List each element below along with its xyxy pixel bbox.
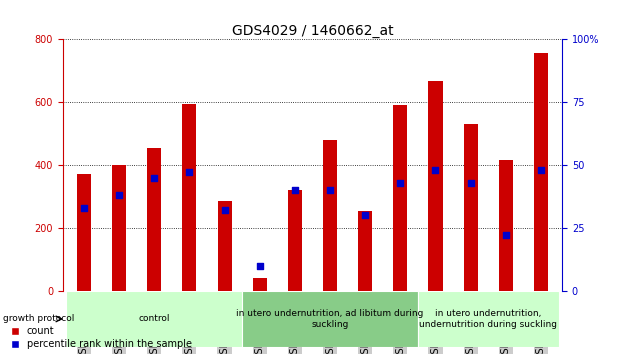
Bar xyxy=(499,160,513,291)
Point xyxy=(114,192,124,198)
Point xyxy=(465,180,475,185)
Bar xyxy=(428,81,443,291)
Text: control: control xyxy=(138,314,170,324)
Point xyxy=(185,170,195,175)
Bar xyxy=(252,278,267,291)
Bar xyxy=(358,211,372,291)
Bar xyxy=(393,105,408,291)
Text: in utero undernutrition,
undernutrition during suckling: in utero undernutrition, undernutrition … xyxy=(420,309,557,329)
FancyBboxPatch shape xyxy=(67,291,242,347)
Bar xyxy=(112,165,126,291)
FancyBboxPatch shape xyxy=(418,291,558,347)
Point xyxy=(430,167,440,173)
FancyBboxPatch shape xyxy=(242,291,418,347)
Bar xyxy=(288,190,302,291)
Point xyxy=(325,187,335,193)
Point xyxy=(255,263,265,269)
Title: GDS4029 / 1460662_at: GDS4029 / 1460662_at xyxy=(232,24,393,38)
Point xyxy=(360,212,370,218)
Point xyxy=(501,233,511,238)
Point xyxy=(395,180,405,185)
Point xyxy=(536,167,546,173)
Bar xyxy=(77,175,91,291)
Point xyxy=(79,205,89,211)
Legend: count, percentile rank within the sample: count, percentile rank within the sample xyxy=(11,326,192,349)
Bar xyxy=(534,53,548,291)
Text: growth protocol: growth protocol xyxy=(3,314,75,324)
Point xyxy=(149,175,160,181)
Bar xyxy=(463,124,478,291)
Bar xyxy=(323,140,337,291)
Bar xyxy=(217,201,232,291)
Point xyxy=(220,207,230,213)
Bar xyxy=(147,148,161,291)
Point xyxy=(290,187,300,193)
Text: in utero undernutrition, ad libitum during
suckling: in utero undernutrition, ad libitum duri… xyxy=(236,309,424,329)
Bar xyxy=(182,103,197,291)
